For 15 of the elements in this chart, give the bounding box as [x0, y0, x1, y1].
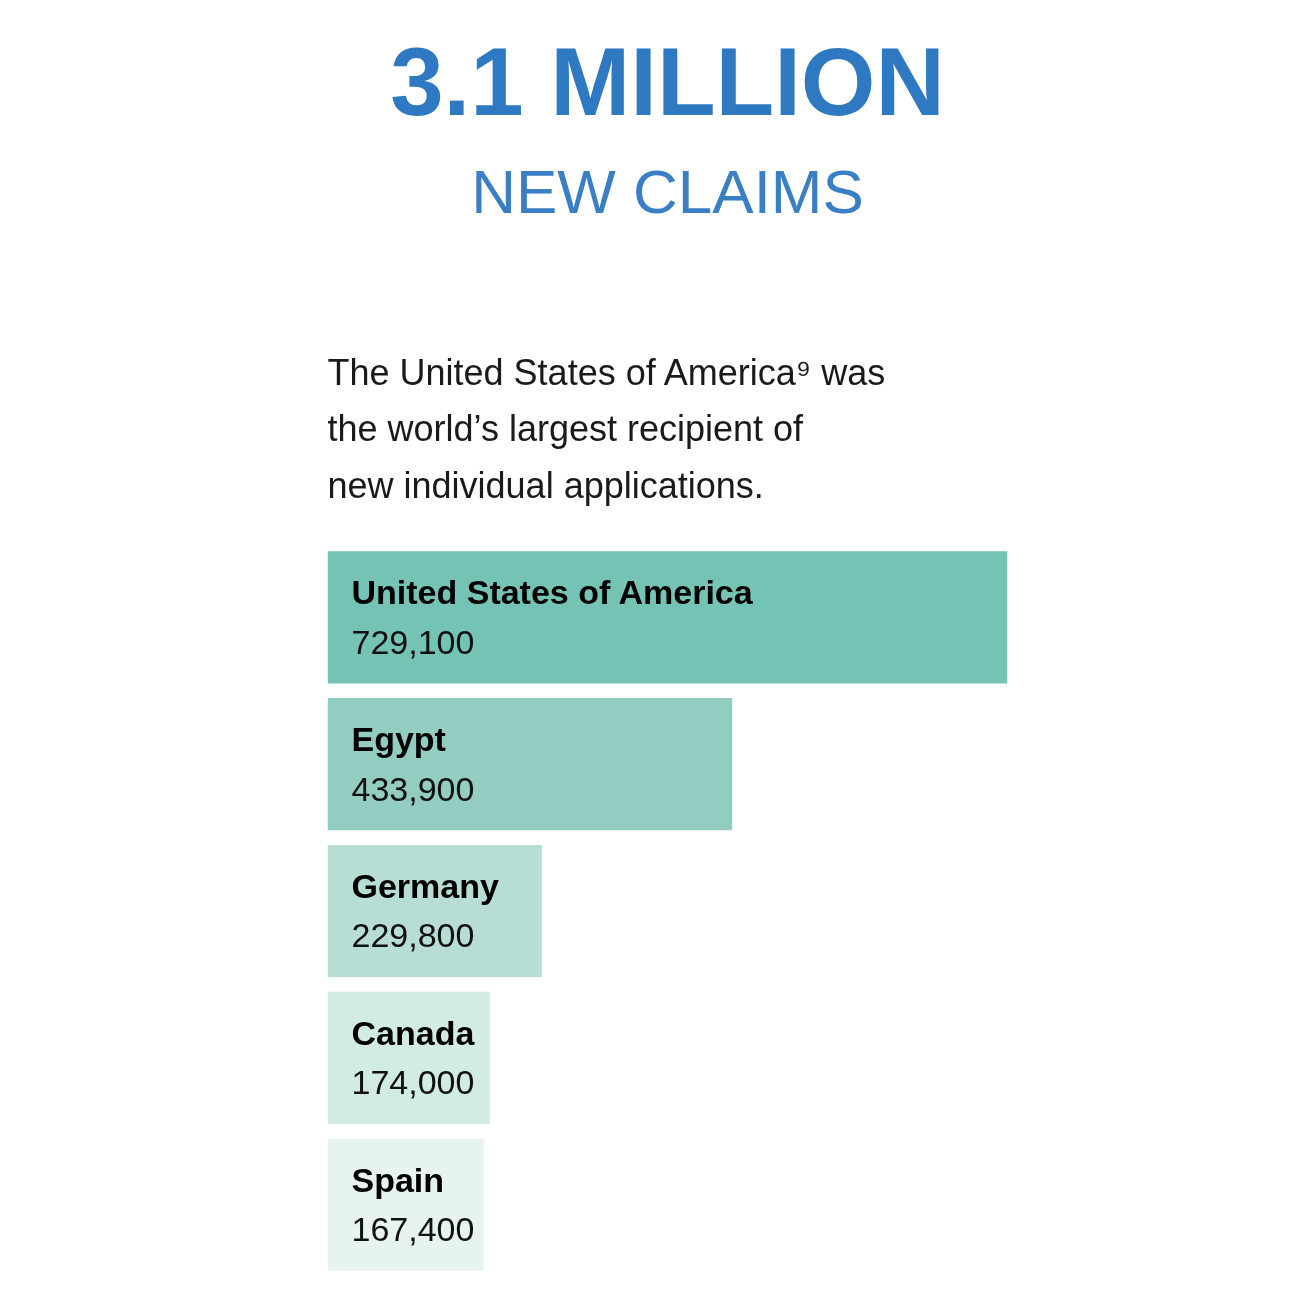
y-tick-label: Spain: [351, 1160, 445, 1199]
y-tick-label: Canada: [351, 1013, 476, 1052]
data-label: 433,900: [351, 769, 475, 808]
chart-subtitle: NEW CLAIMS: [471, 156, 864, 226]
text: The United States of America⁹ was the world’s largest recipient of new individual applications.: [327, 351, 886, 506]
y-tick-label: Egypt: [351, 720, 446, 759]
y-tick-label: Germany: [351, 867, 499, 906]
chart-title: 3.1 MILLION: [390, 27, 945, 135]
data-label: 167,400: [351, 1210, 475, 1249]
y-tick-label: United States of America: [351, 573, 754, 612]
bar: [327, 698, 733, 831]
data-label: 729,100: [351, 622, 475, 661]
data-label: 229,800: [351, 916, 475, 955]
data-label: 174,000: [351, 1063, 475, 1102]
bar: [327, 551, 1008, 684]
